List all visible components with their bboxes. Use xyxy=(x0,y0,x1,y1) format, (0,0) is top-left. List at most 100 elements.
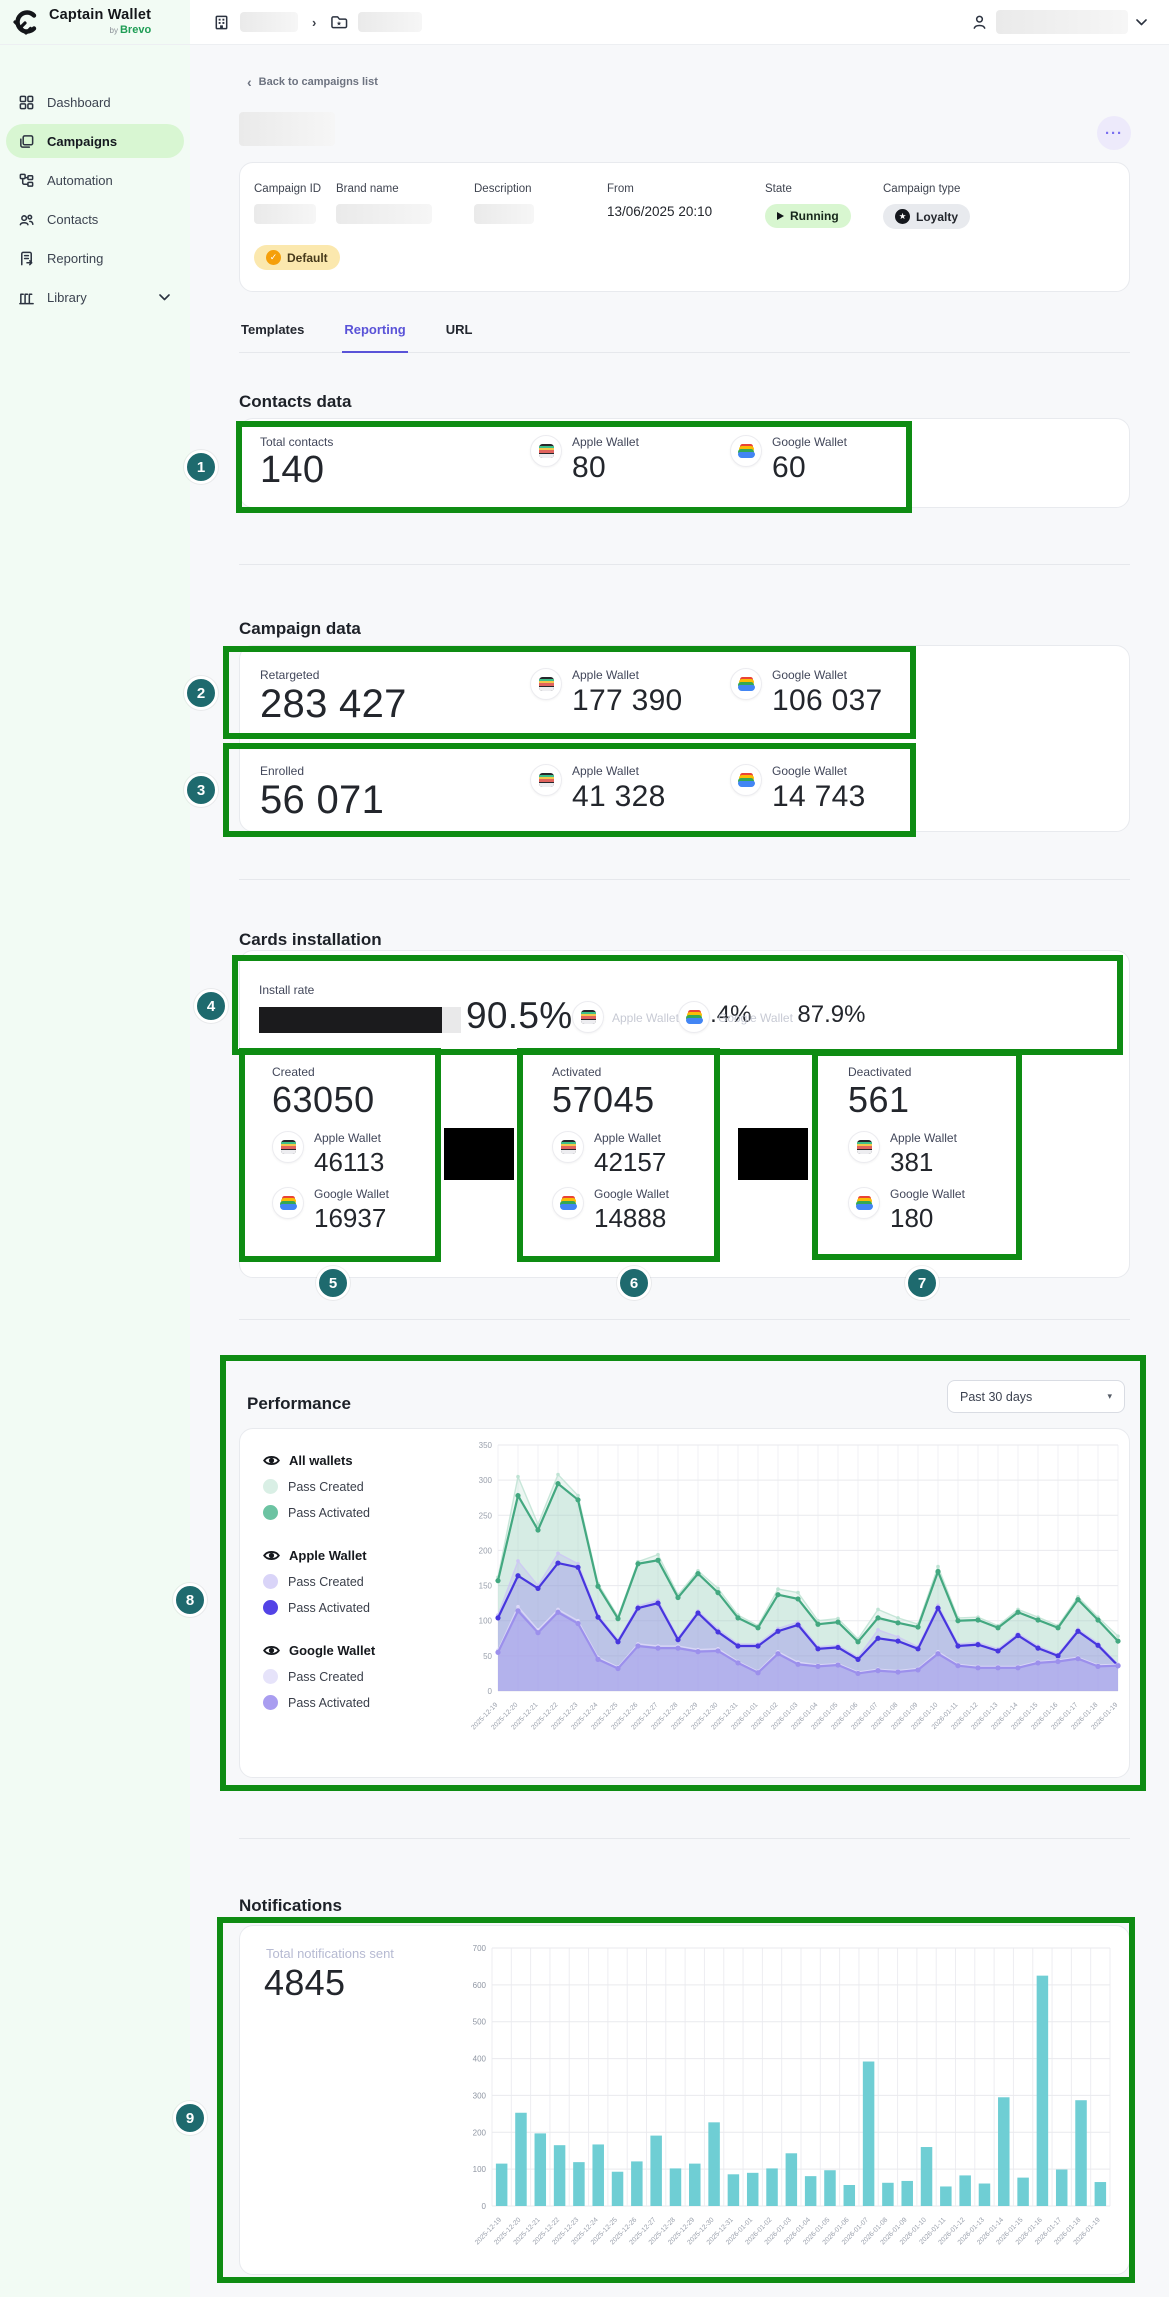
performance-title: Performance xyxy=(247,1394,351,1414)
legend-apple-wallet-toggle[interactable]: Apple Wallet xyxy=(263,1548,375,1563)
tab-bar: Templates Reporting URL xyxy=(239,318,1130,353)
performance-legend: All wallets Pass Created Pass Activated … xyxy=(263,1439,375,1710)
user-icon xyxy=(973,15,986,29)
from-value: 13/06/2025 20:10 xyxy=(607,204,713,219)
state-label: State xyxy=(765,183,792,195)
apple-wallet-icon xyxy=(552,1131,584,1163)
google-wallet-icon xyxy=(552,1187,584,1219)
contacts-data-title: Contacts data xyxy=(239,392,352,412)
contacts-data-card: Total contacts 140 Apple Wallet 80 Googl… xyxy=(239,418,1130,508)
tab-templates[interactable]: Templates xyxy=(241,322,305,337)
logo[interactable]: Captain Wallet by Brevo xyxy=(0,0,190,44)
annotation-badge-4: 4 xyxy=(194,989,228,1023)
created-label: Created xyxy=(272,1065,315,1079)
apple-created-value: 46113 xyxy=(314,1147,385,1177)
svg-text:700: 700 xyxy=(473,1944,487,1953)
check-seal-icon: ✓ xyxy=(266,250,281,265)
user-menu[interactable] xyxy=(971,0,1147,44)
section-divider xyxy=(239,1319,1130,1320)
campaign-type-badge: ★ Loyalty xyxy=(883,204,971,229)
apple-wallet-label: Apple Wallet xyxy=(572,764,639,778)
sidebar-item-reporting[interactable]: Reporting xyxy=(6,241,184,275)
section-divider xyxy=(239,879,1130,880)
apple-wallet-icon xyxy=(572,1001,604,1033)
legend-google-wallet-toggle[interactable]: Google Wallet xyxy=(263,1643,375,1658)
legend-dot xyxy=(263,1505,278,1520)
svg-text:600: 600 xyxy=(473,1981,487,1990)
back-to-campaigns-link[interactable]: ‹ Back to campaigns list xyxy=(247,74,378,90)
annotation-badge-9: 9 xyxy=(173,2101,207,2135)
sidebar-item-contacts[interactable]: Contacts xyxy=(6,202,184,236)
deactivated-card: Deactivated 561 Apple Wallet 381 Google … xyxy=(848,1065,965,1234)
campaign-data-card: Retargeted 283 427 Apple Wallet 177 390 … xyxy=(239,645,1130,832)
sidebar-label: Campaigns xyxy=(47,133,118,149)
description-redacted xyxy=(474,204,534,224)
redaction-box xyxy=(738,1128,808,1180)
legend-item-apple-activated[interactable]: Pass Activated xyxy=(263,1600,375,1615)
apple-wallet-label: Apple Wallet xyxy=(594,1131,661,1145)
breadcrumb-campaign-redacted[interactable] xyxy=(358,12,423,32)
captain-wallet-logo-icon xyxy=(13,9,37,35)
annotation-badge-5: 5 xyxy=(316,1266,350,1300)
google-wallet-icon xyxy=(730,668,762,700)
description-label: Description xyxy=(474,183,532,195)
svg-text:200: 200 xyxy=(473,2128,487,2137)
tab-url[interactable]: URL xyxy=(445,322,473,337)
apple-wallet-icon xyxy=(272,1131,304,1163)
annotation-badge-3: 3 xyxy=(184,773,218,807)
back-chevron-icon: ‹ xyxy=(247,74,252,90)
svg-text:500: 500 xyxy=(473,2018,487,2027)
more-actions-button[interactable]: ··· xyxy=(1097,116,1131,150)
activated-card: Activated 57045 Apple Wallet 42157 Googl… xyxy=(552,1065,669,1234)
brand-name-label: Brand name xyxy=(336,183,399,195)
legend-all-wallets-toggle[interactable]: All wallets xyxy=(263,1453,375,1468)
reporting-icon xyxy=(21,251,33,265)
google-wallet-label: Google Wallet xyxy=(718,1011,793,1025)
eye-icon xyxy=(263,1551,280,1560)
sidebar-item-campaigns[interactable]: Campaigns xyxy=(6,124,184,158)
install-rate-value: 90.5% xyxy=(466,995,573,1036)
google-wallet-label: Google Wallet xyxy=(772,668,847,682)
retargeted-value: 283 427 xyxy=(260,682,407,726)
brand-name: Captain Wallet xyxy=(49,7,152,24)
campaign-folder-icon: ★ xyxy=(331,16,348,29)
performance-card: All wallets Pass Created Pass Activated … xyxy=(239,1428,1130,1778)
legend-dot xyxy=(263,1479,278,1494)
apple-wallet-label: Apple Wallet xyxy=(572,668,639,682)
from-label: From xyxy=(607,183,634,195)
sidebar-item-automation[interactable]: Automation xyxy=(6,163,184,197)
legend-item-all-created[interactable]: Pass Created xyxy=(263,1479,375,1494)
legend-item-google-created[interactable]: Pass Created xyxy=(263,1669,375,1684)
annotation-badge-2: 2 xyxy=(184,676,218,710)
breadcrumb-org-redacted[interactable] xyxy=(240,12,298,32)
google-wallet-label: Google Wallet xyxy=(772,764,847,778)
campaign-info-card: Campaign ID Brand name Description From … xyxy=(239,162,1130,292)
enrolled-label: Enrolled xyxy=(260,764,305,778)
svg-text:100: 100 xyxy=(473,2165,487,2174)
enrolled-value: 56 071 xyxy=(260,778,385,822)
legend-item-google-activated[interactable]: Pass Activated xyxy=(263,1695,375,1710)
deactivated-value: 561 xyxy=(848,1079,910,1120)
redaction-box xyxy=(444,1128,514,1180)
date-range-select[interactable]: Past 30 days ▾ xyxy=(947,1380,1125,1413)
legend-dot xyxy=(263,1600,278,1615)
legend-item-all-activated[interactable]: Pass Activated xyxy=(263,1505,375,1520)
apple-wallet-icon xyxy=(530,668,562,700)
apple-wallet-label: Apple Wallet xyxy=(612,1011,679,1025)
google-wallet-icon xyxy=(730,764,762,796)
progress-fill xyxy=(259,1007,442,1033)
automation-icon xyxy=(19,173,34,187)
svg-text:400: 400 xyxy=(473,2055,487,2064)
svg-text:300: 300 xyxy=(473,2091,487,2100)
tab-reporting[interactable]: Reporting xyxy=(342,318,408,353)
sidebar-item-library[interactable]: Library xyxy=(6,280,184,314)
sidebar-label: Dashboard xyxy=(47,94,111,110)
default-badge: ✓ Default xyxy=(254,245,340,270)
svg-text:50: 50 xyxy=(483,1652,492,1661)
apple-wallet-value: 177 390 xyxy=(572,684,683,717)
apple-wallet-value: 80 xyxy=(572,451,606,484)
sidebar-item-dashboard[interactable]: Dashboard xyxy=(6,85,184,119)
legend-item-apple-created[interactable]: Pass Created xyxy=(263,1574,375,1589)
sidebar-label: Library xyxy=(47,289,87,305)
